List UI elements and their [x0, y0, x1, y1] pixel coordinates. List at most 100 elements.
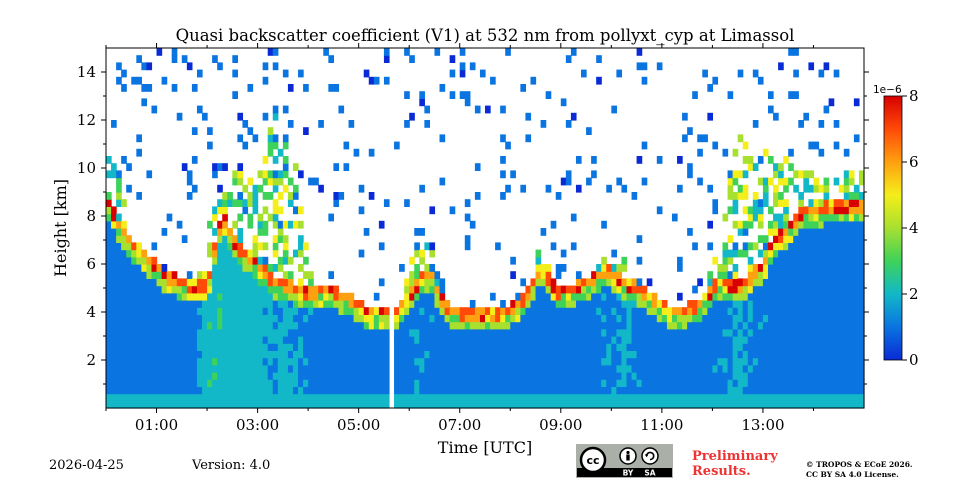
heatmap-cell	[818, 69, 825, 78]
heatmap-cell	[833, 249, 840, 258]
cc-license-badge: cc BY SA	[576, 444, 673, 478]
heatmap-cell	[773, 300, 779, 308]
heatmap-cell	[252, 328, 259, 337]
heatmap-cell	[191, 343, 198, 351]
heatmap-cell	[464, 336, 471, 344]
heatmap-cell	[773, 242, 779, 251]
heatmap-cell	[237, 264, 244, 272]
heatmap-cell	[348, 300, 355, 308]
heatmap-cell	[474, 314, 481, 323]
heatmap-cell	[773, 285, 779, 294]
heatmap-cell	[106, 400, 112, 409]
heatmap-cell	[575, 336, 582, 344]
heatmap-cell	[616, 285, 623, 294]
heatmap-cell	[318, 343, 324, 351]
heatmap-cell	[237, 228, 244, 236]
heatmap-cell	[141, 372, 148, 380]
heatmap-cell	[419, 184, 425, 193]
heatmap-cell	[803, 256, 810, 265]
heatmap-cell	[545, 350, 552, 359]
heatmap-cell	[682, 393, 688, 402]
heatmap-cell	[783, 372, 789, 380]
heatmap-cell	[515, 300, 521, 308]
heatmap-cell	[196, 271, 203, 279]
heatmap-cell	[843, 235, 850, 243]
heatmap-cell	[813, 372, 820, 380]
heatmap-cell	[131, 350, 137, 359]
heatmap-cell	[611, 271, 617, 279]
heatmap-cell	[196, 343, 203, 351]
heatmap-cell	[565, 120, 572, 128]
heatmap-cell	[298, 206, 304, 215]
heatmap-cell	[611, 328, 617, 337]
heatmap-cell	[853, 379, 860, 387]
heatmap-cell	[303, 364, 309, 373]
heatmap-cell	[808, 379, 815, 387]
heatmap-cell	[717, 336, 724, 344]
heatmap-cell	[287, 120, 294, 128]
heatmap-cell	[323, 379, 329, 387]
heatmap-cell	[671, 400, 678, 409]
heatmap-cell	[106, 256, 112, 265]
heatmap-cell	[262, 228, 269, 236]
heatmap-cell	[712, 386, 719, 395]
heatmap-cell	[858, 228, 865, 236]
heatmap-cell	[338, 105, 345, 114]
heatmap-cell	[732, 343, 739, 351]
heatmap-cell	[555, 292, 562, 301]
heatmap-cell	[788, 228, 794, 236]
heatmap-cell	[156, 336, 163, 344]
heatmap-cell	[186, 192, 193, 200]
heatmap-cell	[737, 292, 744, 301]
heatmap-cell	[207, 278, 213, 287]
heatmap-cell	[773, 386, 779, 395]
heatmap-cell	[757, 278, 764, 287]
heatmap-cell	[646, 357, 653, 366]
heatmap-cell	[358, 343, 365, 351]
heatmap-cell	[636, 321, 643, 330]
heatmap-cell	[106, 357, 112, 366]
heatmap-cell	[732, 278, 739, 287]
heatmap-cell	[490, 321, 496, 330]
y-tick-label: 14	[77, 63, 96, 81]
heatmap-cell	[449, 55, 456, 63]
heatmap-cell	[434, 386, 441, 395]
heatmap-cell	[186, 357, 193, 366]
heatmap-cell	[737, 328, 744, 337]
heatmap-cell	[778, 372, 784, 380]
heatmap-cell	[752, 69, 759, 78]
heatmap-cell	[788, 328, 794, 337]
heatmap-cell	[222, 249, 228, 258]
heatmap-cell	[505, 184, 511, 193]
heatmap-cell	[237, 112, 244, 121]
heatmap-cell	[788, 393, 794, 402]
heatmap-cell	[328, 364, 334, 373]
heatmap-cell	[414, 264, 420, 272]
heatmap-cell	[212, 264, 218, 272]
heatmap-cell	[631, 343, 638, 351]
heatmap-cell	[853, 134, 860, 143]
heatmap-cell	[687, 350, 693, 359]
heatmap-cell	[404, 364, 410, 373]
heatmap-cell	[232, 379, 238, 387]
heatmap-cell	[333, 328, 340, 337]
heatmap-cell	[515, 292, 521, 301]
heatmap-cell	[661, 379, 668, 387]
heatmap-cell	[156, 386, 163, 395]
heatmap-cell	[414, 328, 420, 337]
heatmap-cell	[277, 206, 284, 215]
heatmap-cell	[671, 393, 678, 402]
heatmap-cell	[601, 271, 607, 279]
heatmap-cell	[793, 170, 799, 179]
heatmap-cell	[843, 300, 850, 308]
heatmap-cell	[762, 177, 769, 186]
heatmap-cell	[414, 379, 420, 387]
heatmap-cell	[394, 141, 400, 150]
heatmap-cell	[212, 321, 218, 330]
heatmap-cell	[262, 314, 269, 323]
heatmap-cell	[823, 328, 830, 337]
heatmap-cell	[308, 379, 314, 387]
heatmap-cell	[788, 321, 794, 330]
heatmap-cell	[773, 184, 779, 193]
heatmap-cell	[773, 213, 779, 222]
